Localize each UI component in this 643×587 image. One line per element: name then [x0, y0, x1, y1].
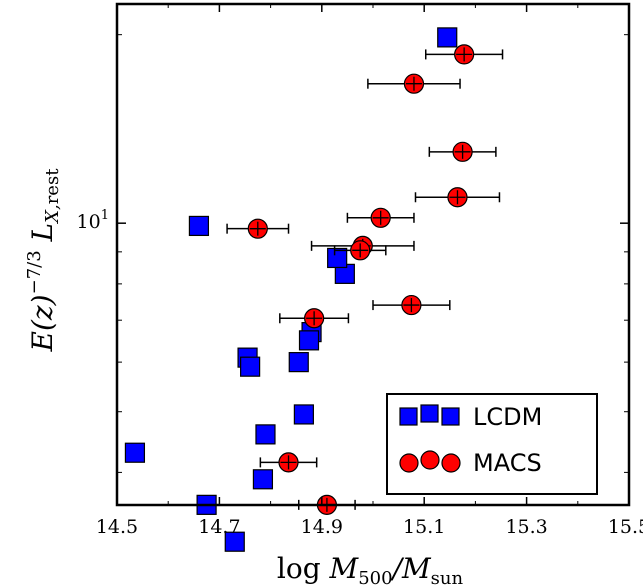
- lcdm-point: [298, 330, 320, 351]
- lcdm-point: [288, 352, 309, 373]
- y-axis-label: E(z)−7/3 LX,rest: [24, 168, 63, 353]
- x-tick-label: 14.5: [96, 516, 138, 538]
- lcdm-series: [124, 27, 458, 552]
- lcdm-point: [240, 356, 261, 377]
- lcdm-point: [255, 424, 276, 445]
- lcdm-point: [437, 27, 458, 48]
- legend-lcdm-marker: [399, 404, 460, 426]
- x-tick-label: 14.7: [198, 516, 240, 538]
- lcdm-point: [224, 531, 245, 552]
- lcdm-point: [327, 247, 348, 269]
- legend-lcdm-label: LCDM: [473, 403, 542, 431]
- x-tick-label: 15.1: [403, 516, 445, 538]
- lcdm-point: [188, 215, 210, 237]
- legend-macs-marker: [399, 450, 461, 473]
- x-axis-label: log M500/Msun: [277, 552, 464, 587]
- x-tick-label: 15.5: [608, 516, 643, 538]
- chart-axes: 14.5 14.7 14.9 15.1 15.3 15.5 101: [77, 2, 643, 538]
- lcdm-point: [124, 442, 146, 463]
- x-tick-label: 15.3: [505, 516, 547, 538]
- x-tick-label: 14.9: [301, 516, 343, 538]
- legend: LCDM MACS: [386, 393, 598, 495]
- lcdm-point: [293, 404, 314, 425]
- lcdm-point: [252, 469, 274, 490]
- y-tick-label: 101: [77, 208, 109, 233]
- legend-macs-label: MACS: [473, 449, 542, 477]
